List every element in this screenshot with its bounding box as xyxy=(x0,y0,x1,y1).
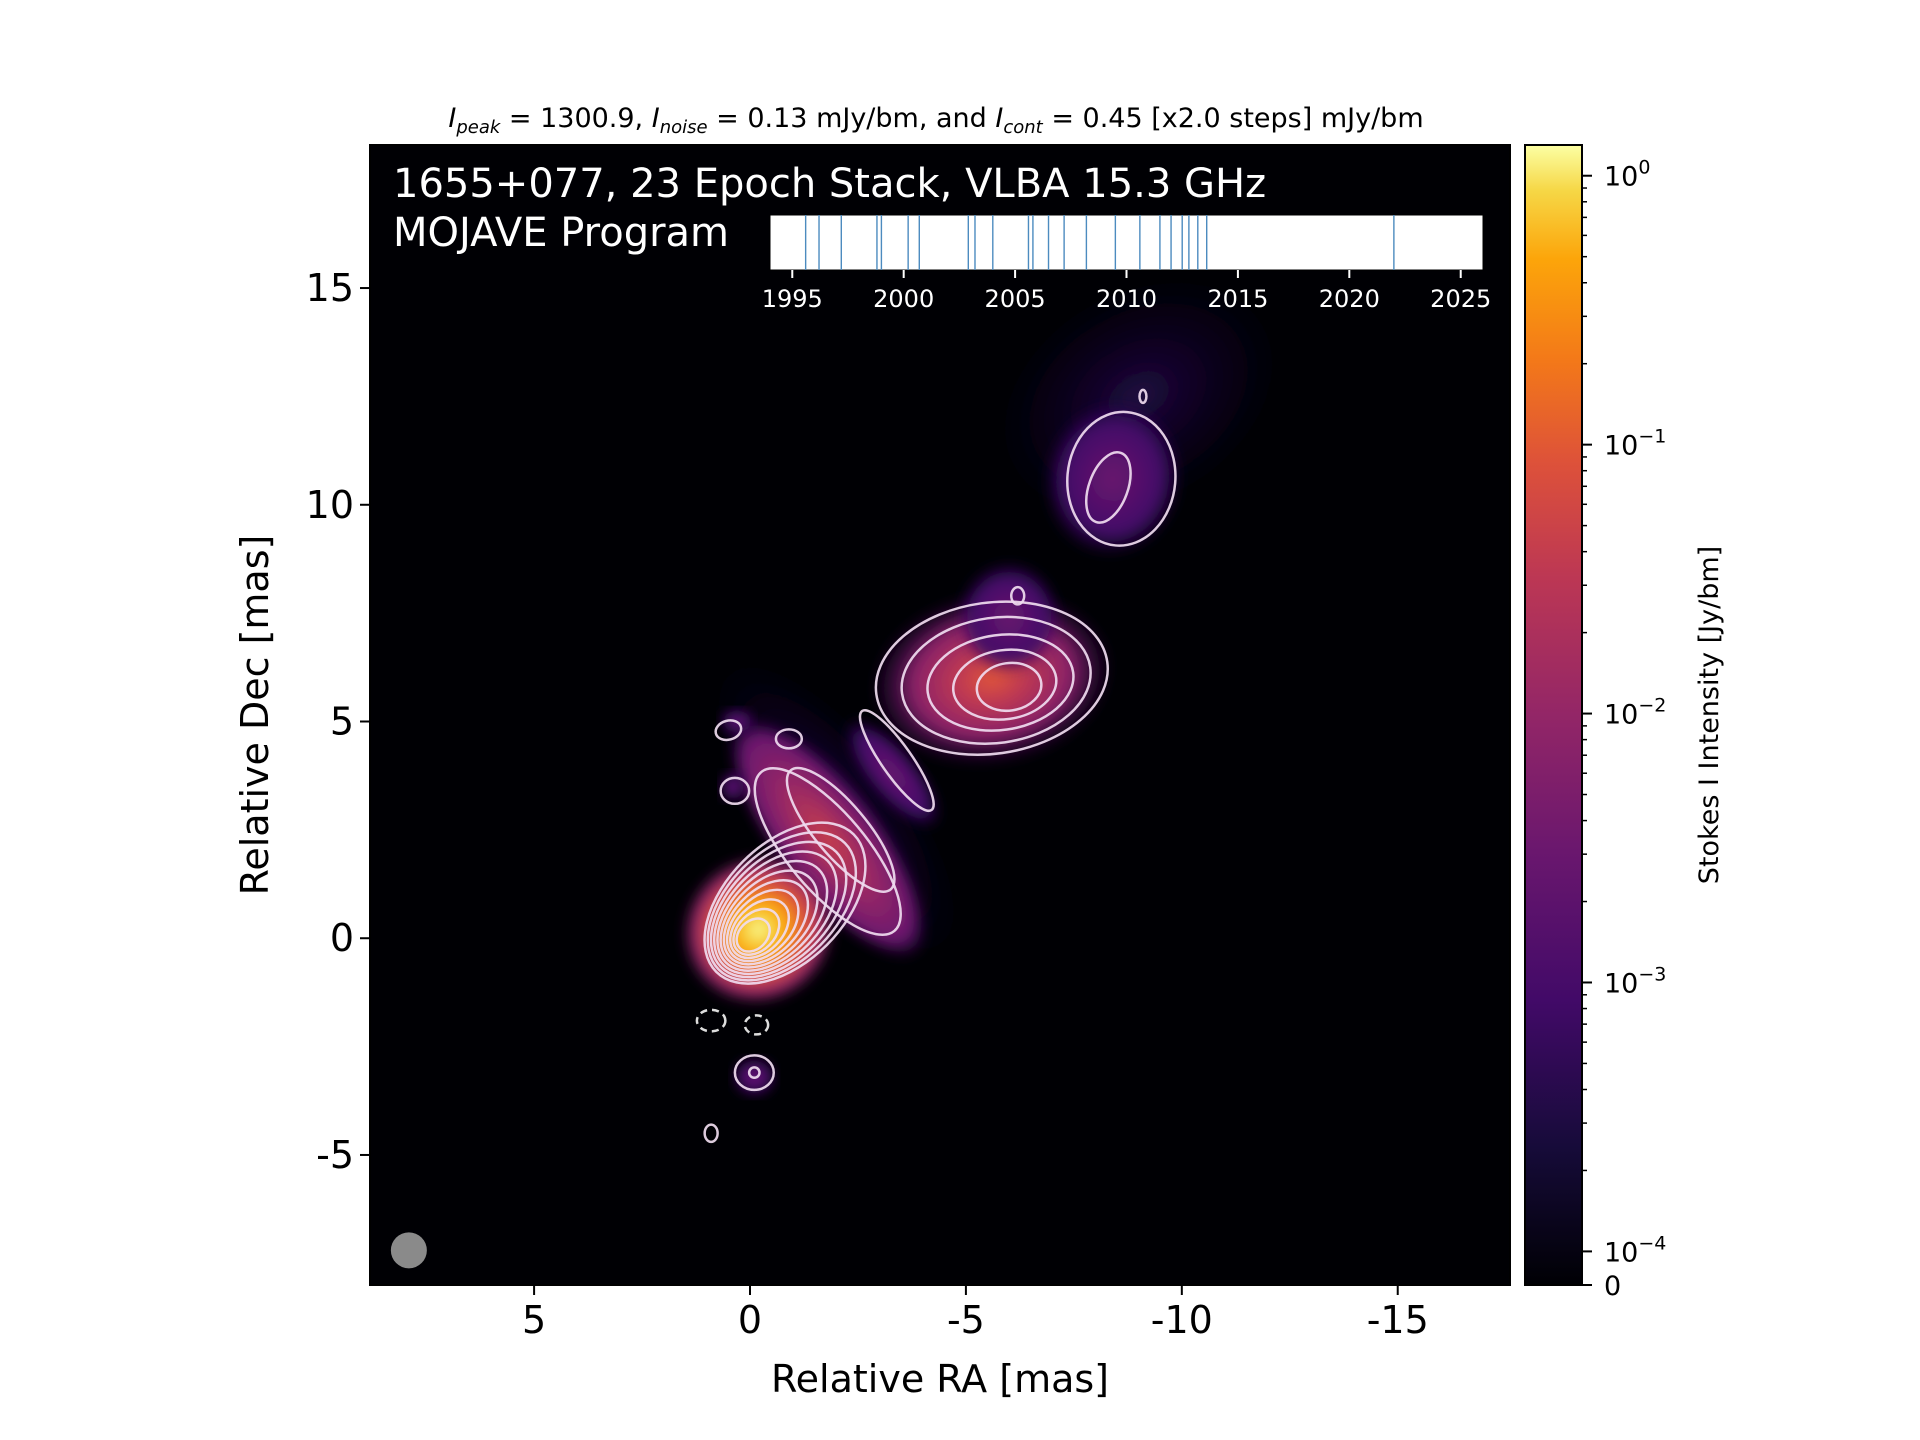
contour xyxy=(706,831,858,982)
x-tick-label: -15 xyxy=(1367,1298,1429,1342)
contour xyxy=(747,1066,761,1080)
contour xyxy=(785,766,896,893)
y-tick-label: 15 xyxy=(306,266,354,310)
contour xyxy=(732,907,781,956)
epoch-timeline-box xyxy=(769,214,1484,271)
negative-contour xyxy=(695,1008,727,1033)
colorbar-tick-label: 10−2 xyxy=(1604,695,1666,731)
contour-lines xyxy=(695,388,1177,1144)
contour xyxy=(703,1123,719,1144)
contour xyxy=(1085,451,1132,524)
epoch-timeline: 1995 2000 2005 2010 2015 2020 2025 xyxy=(762,215,1491,313)
colorbar xyxy=(1524,144,1583,1286)
contour xyxy=(703,821,867,985)
timeline-tick-label: 2000 xyxy=(873,285,934,313)
negative-contour xyxy=(743,1014,770,1036)
contour xyxy=(858,708,935,813)
contour xyxy=(725,888,800,963)
beam-ellipse xyxy=(390,1232,427,1269)
colorbar-ticks: 100 10−1 10−2 10−3 10−40 xyxy=(1582,157,1666,1302)
timeline-tick-label: 1995 xyxy=(762,285,823,313)
y-tick-label: 5 xyxy=(330,700,354,744)
contour xyxy=(709,840,848,979)
beam-shape xyxy=(390,1232,427,1269)
contour xyxy=(975,661,1043,713)
contour xyxy=(926,633,1075,732)
x-axis-ticks: 5 0 -5 -10 -15 xyxy=(522,1285,1429,1342)
x-tick-label: 5 xyxy=(522,1298,546,1342)
emission-blob xyxy=(843,718,942,830)
contour xyxy=(951,648,1058,721)
y-axis-label: Relative Dec [mas] xyxy=(233,535,277,896)
colorbar-label: Stokes I Intensity [Jy/bm] xyxy=(1694,546,1725,884)
contour xyxy=(719,776,751,806)
source-annotation: 1655+077, 23 Epoch Stack, VLBA 15.3 GHz xyxy=(393,161,1266,207)
y-tick-label: -5 xyxy=(316,1133,354,1177)
contour xyxy=(729,898,791,960)
y-tick-label: 10 xyxy=(306,483,354,527)
contour xyxy=(722,878,810,966)
contour xyxy=(874,600,1110,756)
contour xyxy=(1138,388,1148,405)
y-axis-ticks: 15 10 5 0 -5 xyxy=(306,266,370,1177)
contour xyxy=(714,719,743,742)
contour xyxy=(735,917,771,953)
colorbar-tick-label: 100 xyxy=(1604,157,1650,193)
timeline-tick-label: 2015 xyxy=(1207,285,1268,313)
chart-title: Ipeak = 1300.9, Inoise = 0.13 mJy/bm, an… xyxy=(448,103,1423,138)
x-tick-label: 0 xyxy=(738,1298,762,1342)
contour xyxy=(1066,410,1177,547)
colorbar-tick-label: 10−4 xyxy=(1604,1232,1666,1268)
contour xyxy=(1010,585,1026,606)
timeline-tick-label: 2020 xyxy=(1319,285,1380,313)
contour xyxy=(774,728,804,750)
timeline-tick-label: 2010 xyxy=(1096,285,1157,313)
x-tick-label: -5 xyxy=(947,1298,985,1342)
colorbar-tick-label: 0 xyxy=(1604,1271,1621,1302)
contour xyxy=(712,850,838,976)
x-tick-label: -10 xyxy=(1151,1298,1213,1342)
map-frame xyxy=(369,144,1511,1286)
contour xyxy=(900,615,1092,745)
program-annotation: MOJAVE Program xyxy=(393,210,729,256)
colorbar-tick-label: 10−1 xyxy=(1604,426,1666,462)
timeline-tick-label: 2005 xyxy=(985,285,1046,313)
emission-blob xyxy=(728,718,927,959)
timeline-tick-label: 2025 xyxy=(1430,285,1491,313)
contour xyxy=(716,859,829,972)
contour xyxy=(733,1054,775,1092)
colorbar-tick-label: 10−3 xyxy=(1604,963,1666,999)
y-tick-label: 0 xyxy=(330,916,354,960)
x-axis-label: Relative RA [mas] xyxy=(771,1357,1109,1401)
contour xyxy=(719,869,819,969)
contour xyxy=(753,767,902,937)
